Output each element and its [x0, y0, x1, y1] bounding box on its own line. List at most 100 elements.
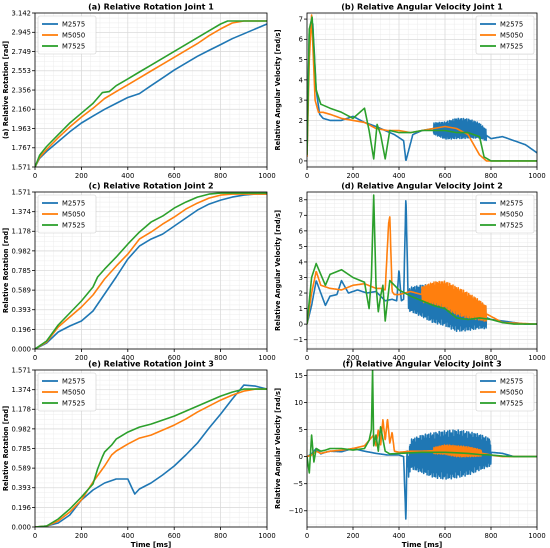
y-tick-label: 1.178: [12, 228, 31, 236]
y-tick-label: 3: [299, 97, 303, 105]
y-tick-label: 2: [299, 117, 303, 125]
x-axis-label: Time [ms]: [131, 540, 172, 548]
series-group: [307, 14, 537, 162]
y-tick-label: 5: [299, 426, 303, 434]
x-tick-label: 0: [305, 354, 309, 362]
y-tick-label: 0.196: [12, 504, 31, 512]
y-tick-label: 2.945: [12, 29, 31, 37]
y-tick-label: 0: [299, 321, 303, 329]
legend-label-m7525: M7525: [62, 222, 85, 230]
x-tick-label: 1000: [258, 354, 275, 362]
y-tick-label: 0: [299, 453, 303, 461]
y-tick-label: 5: [299, 243, 303, 251]
chart-title: (c) Relative Rotation Joint 2: [88, 182, 213, 191]
x-axis-label: Time [ms]: [402, 540, 443, 548]
legend-box: [37, 15, 97, 55]
chart-panel-3: 0 200 400 600 800 1000 0.000 0.196 0.393 0.589 0.7…: [2, 182, 276, 363]
y-tick-label: 4: [299, 258, 303, 266]
x-tick-label: 0: [305, 172, 309, 180]
series-line-m5050: [307, 216, 537, 325]
y-tick-label: 1.374: [12, 208, 31, 216]
legend: M2575 M5050 M7525: [37, 372, 97, 412]
y-tick-label: 0.393: [12, 484, 31, 492]
y-tick-label: 15: [294, 372, 303, 380]
legend: M2575 M5050 M7525: [475, 194, 535, 234]
y-tick-label: 5: [299, 56, 303, 64]
chart-title: (a) Relative Rotation Joint 1: [88, 3, 214, 12]
y-tick-label: 0.000: [12, 345, 31, 353]
y-tick-label: 2.160: [12, 106, 31, 114]
legend-label-m2575: M2575: [500, 21, 523, 29]
x-tick-label: 400: [393, 532, 406, 540]
y-tick-label: 7: [299, 212, 303, 220]
series-group: [307, 370, 537, 520]
y-axis-label: (a) Relative Rotation [rad]: [2, 41, 10, 139]
x-tick-label: 1000: [528, 354, 545, 362]
y-tick-label: 0.589: [12, 287, 31, 295]
x-tick-label: 600: [168, 354, 181, 362]
y-axis-label: Relative Angular Velocity [rad/s]: [274, 30, 282, 151]
series-line-m5050: [35, 20, 267, 167]
x-tick-label: 600: [439, 354, 452, 362]
x-tick-label: 200: [347, 532, 360, 540]
y-tick-label: 1.963: [12, 125, 31, 133]
chart-title: (d) Relative Angular Velocity Joint 2: [341, 182, 503, 191]
x-tick-label: 200: [75, 172, 88, 180]
x-tick-label: 800: [214, 532, 227, 540]
legend-label-m7525: M7525: [500, 222, 523, 230]
legend-label-m2575: M2575: [62, 200, 85, 208]
legend-label-m7525: M7525: [500, 400, 523, 408]
legend-label-m5050: M5050: [500, 211, 523, 219]
series-line-m7525: [35, 20, 267, 167]
y-tick-label: −1: [293, 336, 303, 344]
legend-label-m7525: M7525: [62, 43, 85, 51]
series-line-m2575: [307, 429, 537, 520]
legend-box: [475, 194, 535, 234]
series-group: [35, 192, 267, 349]
x-tick-label: 600: [168, 172, 181, 180]
y-tick-label: 1.571: [12, 366, 31, 374]
x-tick-label: 200: [347, 172, 360, 180]
y-tick-label: 1.571: [12, 188, 31, 196]
chart-panel-4: 0 200 400 600 800 1000 −1 0 1 2 3 4 5 6 7 8 (d) Relative…: [274, 182, 546, 363]
x-tick-label: 0: [33, 354, 37, 362]
y-tick-label: 3.142: [12, 9, 31, 17]
x-tick-label: 200: [75, 532, 88, 540]
x-tick-label: 200: [75, 354, 88, 362]
series-group: [307, 194, 537, 333]
legend-label-m7525: M7525: [62, 400, 85, 408]
x-tick-label: 1000: [258, 532, 275, 540]
y-tick-label: 2.553: [12, 67, 31, 75]
y-tick-label: 0.785: [12, 267, 31, 275]
y-tick-label: 0.785: [12, 445, 31, 453]
legend-box: [37, 372, 97, 412]
x-tick-label: 400: [121, 172, 134, 180]
y-tick-label: 7: [299, 15, 303, 23]
x-tick-label: 800: [485, 354, 498, 362]
y-tick-label: 0.393: [12, 306, 31, 314]
legend-label-m2575: M2575: [500, 378, 523, 386]
legend-label-m2575: M2575: [500, 200, 523, 208]
legend-box: [37, 194, 97, 234]
legend-label-m2575: M2575: [62, 21, 85, 29]
series-line-m7525: [35, 388, 267, 527]
x-tick-label: 0: [33, 172, 37, 180]
series-line-m7525: [35, 192, 267, 349]
chart-panel-1: 0 200 400 600 800 1000 1.571 1.767 1.963 2.160 2.3…: [2, 3, 276, 181]
x-tick-label: 800: [214, 354, 227, 362]
y-tick-label: 1.767: [12, 144, 31, 152]
y-axis-label: Relative Rotation [rad]: [2, 228, 10, 313]
series-group: [35, 384, 267, 527]
y-tick-label: −10: [289, 507, 303, 515]
y-tick-label: 0.196: [12, 326, 31, 334]
series-line-m5050: [35, 193, 267, 349]
x-tick-label: 200: [347, 354, 360, 362]
legend: M2575 M5050 M7525: [475, 15, 535, 55]
legend-label-m5050: M5050: [500, 32, 523, 40]
chart-title: (b) Relative Angular Velocity Joint 1: [341, 3, 503, 12]
y-axis-label: Relative Angular Velocity [rad/s]: [274, 388, 282, 509]
series-line-m7525: [307, 16, 537, 162]
legend-label-m2575: M2575: [62, 378, 85, 386]
y-tick-label: 0.589: [12, 465, 31, 473]
